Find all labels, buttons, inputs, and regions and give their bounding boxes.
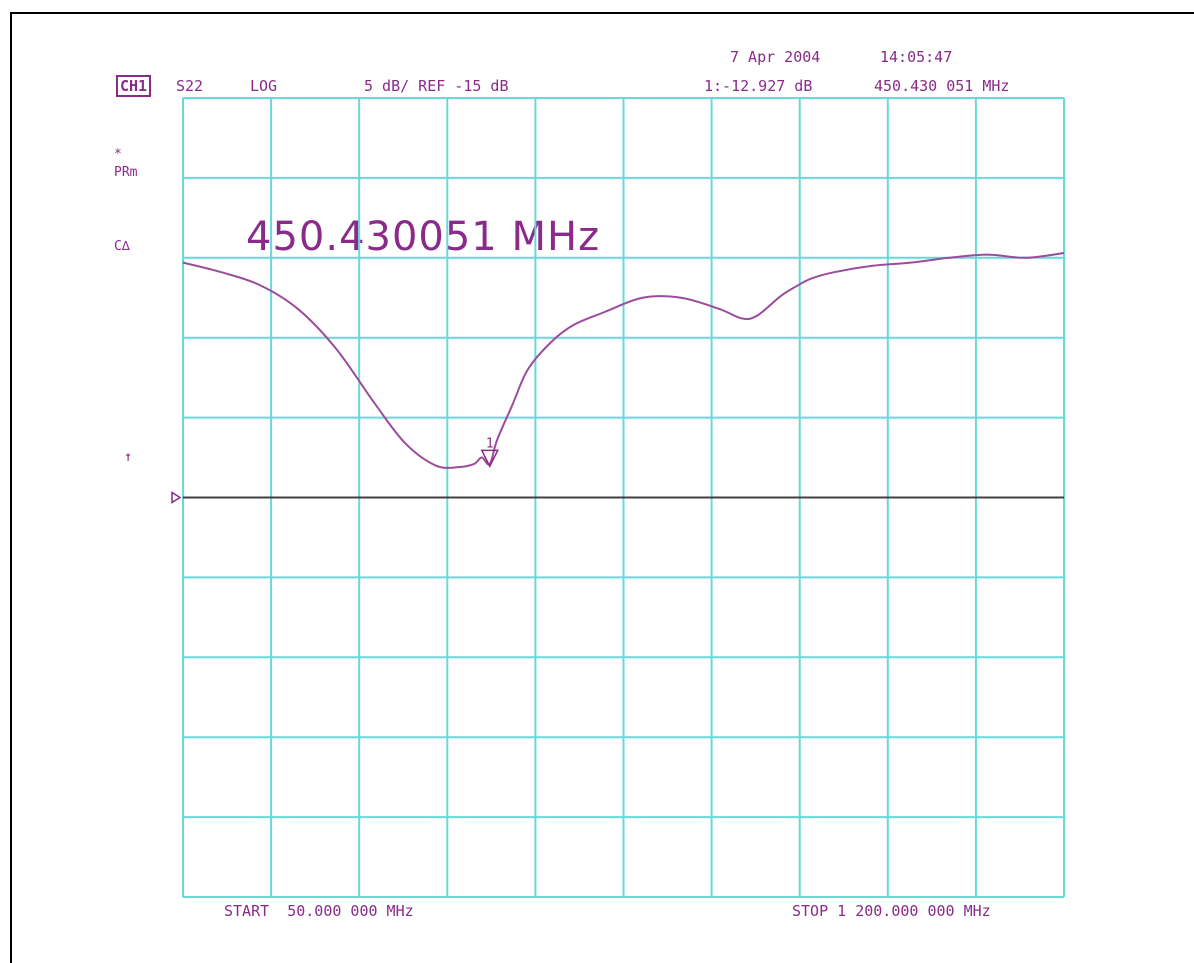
time-label: 14:05:47 xyxy=(880,48,953,66)
date-label: 7 Apr 2004 xyxy=(730,48,821,66)
display-frame xyxy=(10,12,1194,963)
marker-triangle-icon xyxy=(480,449,499,469)
trace-s22 xyxy=(182,252,1065,469)
prm-annotation: PRm xyxy=(114,165,138,180)
marker-number-label: 1 xyxy=(486,436,494,451)
scale-label: 5 dB/ REF -15 dB xyxy=(364,77,509,95)
marker-readout: 1:-12.927 dB xyxy=(704,77,813,95)
reference-marker-icon xyxy=(171,491,182,504)
start-frequency-label: START 50.000 000 MHz xyxy=(224,902,414,920)
stop-frequency-label: STOP 1 200.000 000 MHz xyxy=(792,902,991,920)
channel-label: CH1 xyxy=(116,75,152,97)
reference-arrow-icon: ↑ xyxy=(124,449,133,465)
channel-badge: CH1 xyxy=(116,75,152,97)
markers: 1 xyxy=(480,436,499,469)
cdelta-annotation: C∆ xyxy=(114,239,130,254)
parameter-label: S22 xyxy=(176,77,204,95)
format-label: LOG xyxy=(250,77,278,95)
marker-big-frequency: 450.430051 MHz xyxy=(246,214,601,260)
star-annotation: * xyxy=(114,147,122,162)
marker-frequency-readout: 450.430 051 MHz xyxy=(874,77,1010,95)
